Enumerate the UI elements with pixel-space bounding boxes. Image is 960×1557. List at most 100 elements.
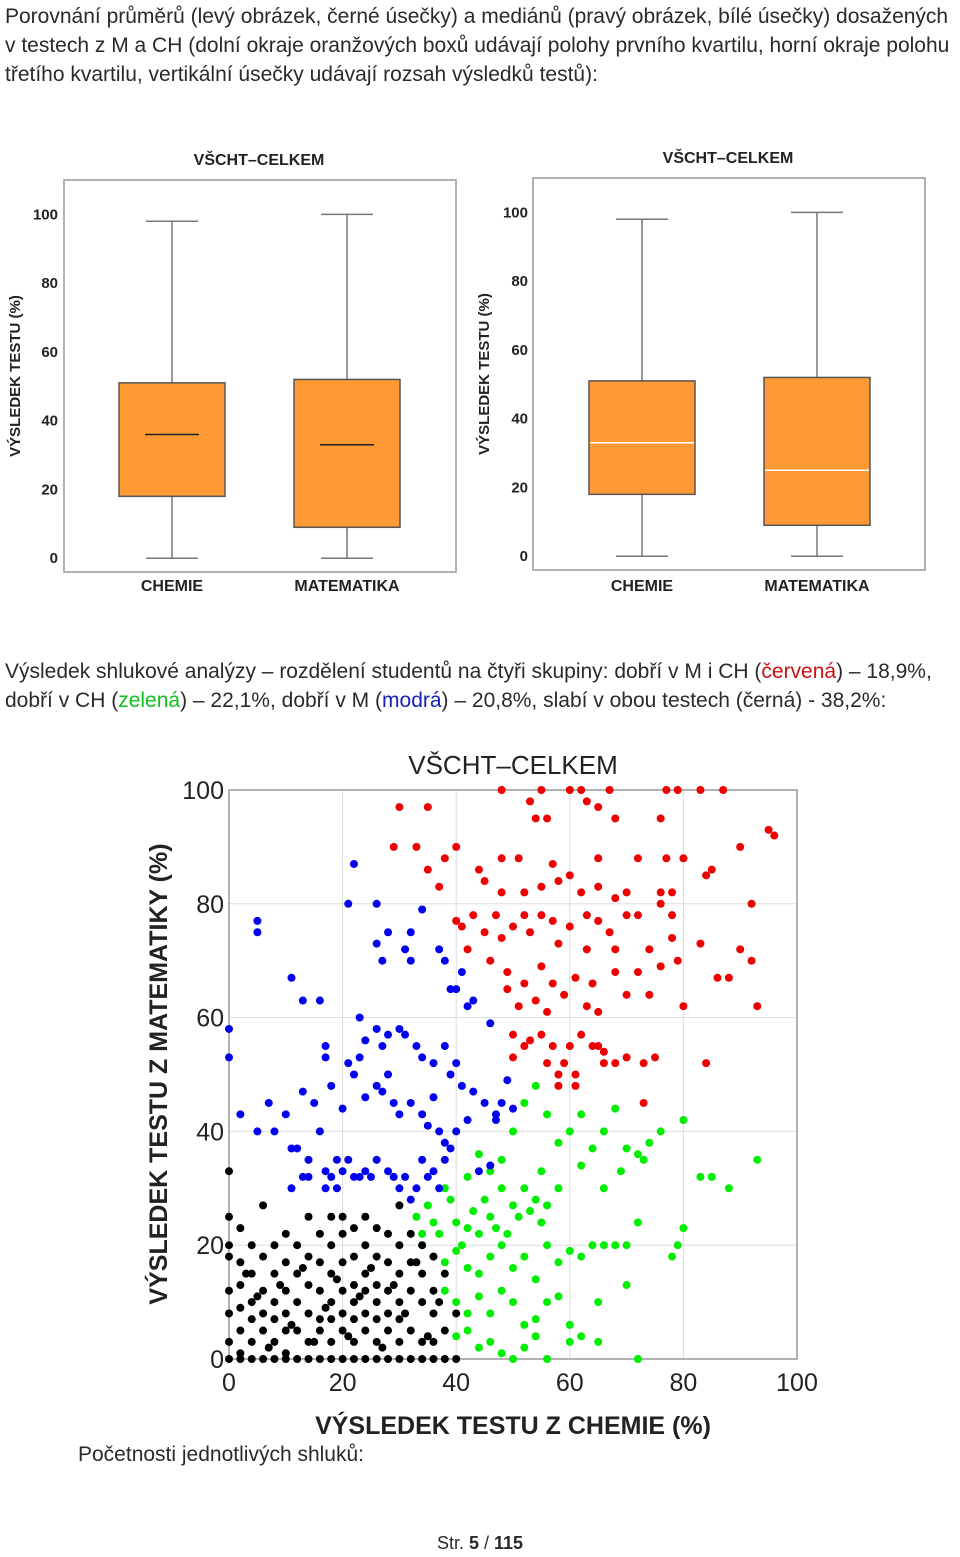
scatter-point-black [418,1355,427,1363]
scatter-point-blue [287,973,296,982]
scatter-point-red [452,842,461,851]
scatter-point-green [565,1127,574,1136]
scatter-point-green [509,1355,517,1363]
scatter-point-red [509,1030,517,1039]
scatter-point-red [395,803,404,812]
scatter-point-red [679,854,688,863]
scatter-point-black [349,1298,358,1307]
scatter-point-blue [389,1098,398,1107]
scatter-point-red [702,1059,711,1068]
scatter-point-red [514,854,523,863]
scatter-point-black [372,1281,381,1290]
scatter-point-red [696,939,705,948]
scatter-point-blue [321,1053,330,1062]
scatter-point-black [429,1337,438,1346]
scatter-point-green [452,1246,461,1255]
scatter-point-red [554,1070,563,1079]
scatter-point-black [253,1292,262,1301]
scatter-point-red [588,1042,597,1051]
scatter-point-blue [457,1081,466,1090]
scatter-point-green [645,1138,654,1147]
scatter-point-red [537,911,546,920]
scatter-point-black [361,1355,370,1363]
scatter-point-blue [327,1081,336,1090]
scatter-point-red [668,933,677,942]
scatter-point-black [406,1229,415,1238]
cluster-text-4: ) – 20,8%, slabí v obou testech (černá) … [441,689,887,712]
scatter-point-black [440,1269,449,1278]
scatter-point-black [406,1326,415,1335]
scatter-point-green [440,1286,449,1295]
scatter-point-blue [372,1024,381,1033]
scatter-point-red [651,1053,659,1062]
scatter-point-blue [378,1087,387,1096]
scatter-point-black [372,1252,381,1261]
scatter-point-green [611,1241,620,1250]
scatter-point-blue [304,1155,313,1164]
scatter-point-black [236,1326,245,1335]
scatter-point-black [236,1258,245,1267]
scatter-point-black [315,1258,324,1267]
scatter-point-blue [338,1104,347,1113]
scatter-point-green [452,1218,461,1227]
scatter-point-blue [440,956,449,965]
scatter-point-blue [253,1127,262,1136]
scatter-point-green [588,1241,597,1250]
scatter-point-green [668,1252,677,1261]
scatter-point-black [247,1315,256,1324]
scatter-point-black [321,1303,330,1312]
scatter-point-black [293,1326,302,1335]
scatter-point-red [577,888,586,897]
scatter-point-green [543,1201,552,1210]
scatter-point-green [412,1212,421,1221]
scatter-point-black [384,1258,393,1267]
scatter-point-blue [321,1184,330,1193]
scatter-point-green [611,1104,620,1113]
scatter-point-red [605,786,614,794]
scatter-point-red [452,916,461,925]
scatter-point-blue [406,956,415,965]
scatter-point-blue [321,1167,330,1176]
scatter-point-red [696,786,705,794]
scatter-point-red [662,854,671,863]
scatter-point-black [259,1286,268,1295]
scatter-point-green [509,1201,517,1210]
scatter-point-green [526,1207,535,1216]
scatter-point-blue [401,945,410,954]
scatter-point-blue [384,928,393,937]
intro-paragraph: Porovnání průměrů (levý obrázek, černé ú… [5,5,950,86]
scatter-point-black [401,1309,410,1318]
scatter-point-blue [452,1127,461,1136]
scatter-point-green [509,1127,517,1136]
scatter-point-red [554,1081,563,1090]
scatter-point-blue [344,899,353,908]
scatter-point-blue [401,1172,410,1181]
scatter-point-black [355,1292,364,1301]
scatter-point-blue [406,1195,415,1204]
scatter-point-red [582,911,591,920]
scatter-point-blue [298,1087,307,1096]
scatter-point-red [474,865,483,874]
scatter-point-blue [355,1172,364,1181]
scatter-point-red [633,911,642,920]
box-chart-medians-frame [532,177,926,571]
scatter-point-black [395,1269,404,1278]
scatter-point-red [611,968,620,977]
scatter-point-black [327,1298,336,1307]
box-chart-medians-ylabel: VÝSLEDEK TESTU (%) [475,293,493,455]
scatter-point-blue [327,1172,336,1181]
scatter-point-blue [367,1172,375,1181]
scatter-point-red [537,786,546,794]
scatter-point-green [633,1218,642,1227]
scatter-point-blue [418,905,427,914]
scatter-point-green [520,1252,529,1261]
scatter-point-green [474,1343,483,1352]
scatter-point-red [656,888,665,897]
scatter-point-black [338,1286,347,1295]
scatter-point-black [270,1315,279,1324]
scatter-point-red [594,1042,603,1051]
scatter-point-black [384,1326,393,1335]
scatter-point-green [537,1218,546,1227]
scatter-point-red [656,962,665,971]
scatter-point-blue [503,1076,512,1085]
